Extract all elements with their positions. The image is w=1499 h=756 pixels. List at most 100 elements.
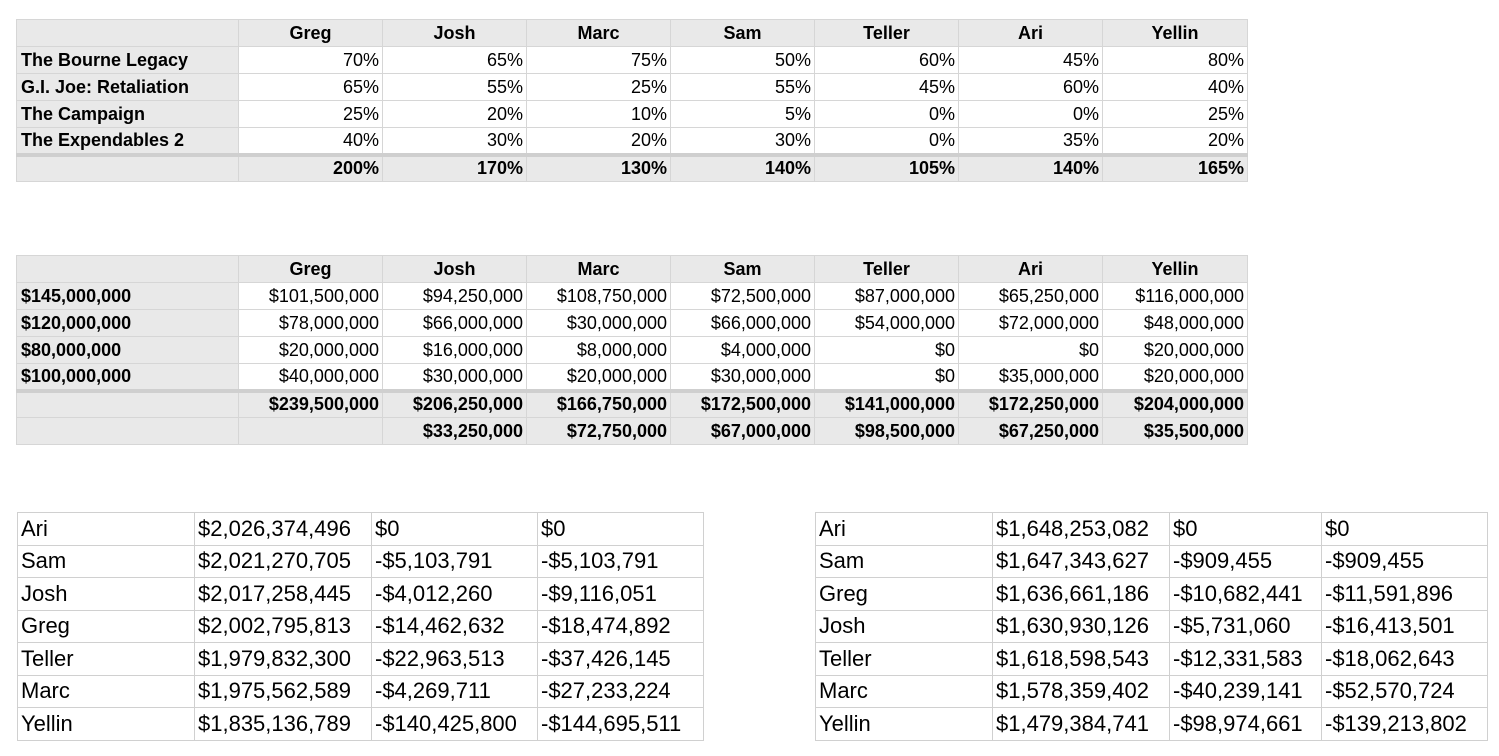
name-cell: Sam	[815, 544, 993, 578]
total-cell: $2,017,258,445	[194, 577, 372, 611]
value-cell: $30,000,000	[670, 363, 815, 391]
gap-cell: -$909,455	[1169, 544, 1322, 578]
table-row: G.I. Joe: Retaliation 65% 55% 25% 55% 45% 60% 4…	[16, 73, 1248, 101]
gap-cell: -$40,239,141	[1169, 674, 1322, 708]
cumulative-gap-cell: -$139,213,802	[1321, 707, 1488, 741]
value-cell: $87,000,000	[814, 282, 959, 310]
total-cell: $1,648,253,082	[992, 512, 1170, 546]
difference-cell: $72,750,000	[526, 417, 671, 445]
cumulative-gap-cell: -$37,426,145	[537, 642, 704, 676]
value-cell: 25%	[526, 73, 671, 101]
name-cell: Yellin	[815, 707, 993, 741]
difference-cell: $67,000,000	[670, 417, 815, 445]
value-cell: $20,000,000	[238, 336, 383, 364]
total-cell: $206,250,000	[382, 388, 527, 418]
totals-label	[16, 152, 239, 182]
cumulative-gap-cell: -$18,062,643	[1321, 642, 1488, 676]
gap-cell: -$10,682,441	[1169, 577, 1322, 611]
value-cell: 65%	[238, 73, 383, 101]
value-cell: 75%	[526, 46, 671, 74]
totals-label	[16, 388, 239, 418]
name-cell: Yellin	[17, 707, 195, 741]
ranking-row: Greg $2,002,795,813 -$14,462,632 -$18,474,8…	[17, 609, 704, 643]
table-row: $145,000,000 $101,500,000 $94,250,000 $108,…	[16, 282, 1248, 310]
table-row: $100,000,000 $40,000,000 $30,000,000 $20,00…	[16, 363, 1248, 391]
total-cell: $2,021,270,705	[194, 544, 372, 578]
cumulative-gap-cell: -$16,413,501	[1321, 609, 1488, 643]
value-cell: 50%	[670, 46, 815, 74]
value-cell: $108,750,000	[526, 282, 671, 310]
corner-cell	[16, 19, 239, 47]
gap-cell: -$5,731,060	[1169, 609, 1322, 643]
difference-cell	[238, 417, 383, 445]
total-cell: $141,000,000	[814, 388, 959, 418]
total-cell: 130%	[526, 152, 671, 182]
total-cell: $1,578,359,402	[992, 674, 1170, 708]
gap-cell: $0	[1169, 512, 1322, 546]
percent-table: Greg Josh Marc Sam Teller Ari Yellin The Bourne…	[16, 19, 1248, 182]
name-cell: Marc	[815, 674, 993, 708]
value-cell: 45%	[958, 46, 1103, 74]
total-cell: $204,000,000	[1102, 388, 1248, 418]
name-cell: Teller	[815, 642, 993, 676]
difference-cell: $67,250,000	[958, 417, 1103, 445]
row-label: $120,000,000	[16, 309, 239, 337]
value-cell: 10%	[526, 100, 671, 128]
total-cell: 170%	[382, 152, 527, 182]
gap-cell: -$4,269,711	[371, 674, 538, 708]
ranking-row: Josh $1,630,930,126 -$5,731,060 -$16,413,50…	[815, 609, 1488, 643]
value-cell: 55%	[670, 73, 815, 101]
gap-cell: -$14,462,632	[371, 609, 538, 643]
name-cell: Greg	[17, 609, 195, 643]
cumulative-gap-cell: -$909,455	[1321, 544, 1488, 578]
cumulative-gap-cell: $0	[537, 512, 704, 546]
value-cell: 20%	[1102, 127, 1248, 155]
value-cell: $66,000,000	[382, 309, 527, 337]
value-cell: $16,000,000	[382, 336, 527, 364]
value-cell: 25%	[238, 100, 383, 128]
table-row: $120,000,000 $78,000,000 $66,000,000 $30,00…	[16, 309, 1248, 337]
value-cell: 5%	[670, 100, 815, 128]
gap-cell: -$12,331,583	[1169, 642, 1322, 676]
value-cell: $0	[814, 363, 959, 391]
total-cell: 200%	[238, 152, 383, 182]
total-cell: $1,835,136,789	[194, 707, 372, 741]
value-cell: $4,000,000	[670, 336, 815, 364]
value-cell: 80%	[1102, 46, 1248, 74]
ranking-row: Teller $1,979,832,300 -$22,963,513 -$37,426…	[17, 642, 704, 676]
value-cell: $20,000,000	[1102, 363, 1248, 391]
name-cell: Josh	[815, 609, 993, 643]
column-header: Greg	[238, 19, 383, 47]
value-cell: 25%	[1102, 100, 1248, 128]
cumulative-gap-cell: -$52,570,724	[1321, 674, 1488, 708]
name-cell: Ari	[17, 512, 195, 546]
column-header: Greg	[238, 255, 383, 283]
total-cell: $239,500,000	[238, 388, 383, 418]
difference-label	[16, 417, 239, 445]
value-cell: 65%	[382, 46, 527, 74]
total-cell: $172,250,000	[958, 388, 1103, 418]
ranking-row: Yellin $1,479,384,741 -$98,974,661 -$139,21…	[815, 707, 1488, 741]
ranking-table-left: Ari $2,026,374,496 $0 $0 Sam $2,021,270,705 -$…	[17, 512, 704, 741]
ranking-row: Teller $1,618,598,543 -$12,331,583 -$18,062…	[815, 642, 1488, 676]
column-header: Ari	[958, 255, 1103, 283]
value-cell: 30%	[382, 127, 527, 155]
name-cell: Teller	[17, 642, 195, 676]
row-label: $145,000,000	[16, 282, 239, 310]
name-cell: Sam	[17, 544, 195, 578]
gap-cell: -$22,963,513	[371, 642, 538, 676]
ranking-row: Josh $2,017,258,445 -$4,012,260 -$9,116,051	[17, 577, 704, 611]
column-header: Josh	[382, 255, 527, 283]
name-cell: Greg	[815, 577, 993, 611]
column-header: Ari	[958, 19, 1103, 47]
total-cell: $1,618,598,543	[992, 642, 1170, 676]
gap-cell: -$140,425,800	[371, 707, 538, 741]
column-header: Teller	[814, 19, 959, 47]
value-cell: $66,000,000	[670, 309, 815, 337]
value-cell: $94,250,000	[382, 282, 527, 310]
column-header: Teller	[814, 255, 959, 283]
difference-cell: $98,500,000	[814, 417, 959, 445]
row-label: $80,000,000	[16, 336, 239, 364]
header-row: Greg Josh Marc Sam Teller Ari Yellin	[16, 255, 1248, 283]
value-cell: 30%	[670, 127, 815, 155]
